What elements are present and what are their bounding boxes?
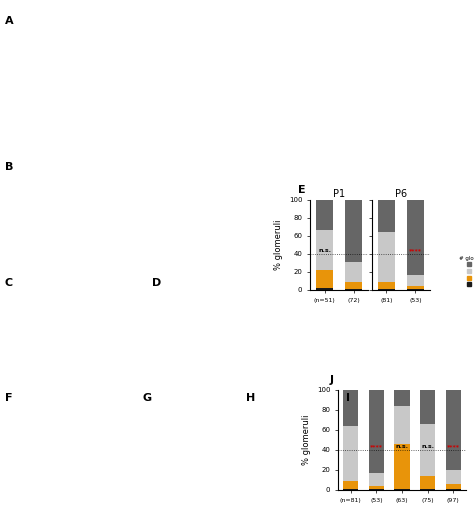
Text: D: D [152, 278, 161, 288]
Bar [316, 270, 333, 288]
Text: F: F [5, 393, 12, 403]
Y-axis label: % glomeruli: % glomeruli [274, 220, 283, 270]
Bar [316, 230, 333, 270]
Bar [369, 390, 384, 473]
Bar [343, 481, 358, 489]
Bar [420, 489, 435, 490]
Bar [420, 476, 435, 489]
Bar [420, 424, 435, 476]
Bar [378, 289, 395, 290]
Bar [446, 390, 461, 470]
Text: H: H [246, 393, 256, 403]
Text: E: E [298, 185, 305, 195]
Text: n.s.: n.s. [395, 444, 409, 449]
Bar [378, 200, 395, 233]
Text: n.s.: n.s. [421, 444, 434, 449]
Bar [345, 282, 362, 289]
Bar [394, 406, 410, 444]
Bar [394, 390, 410, 406]
Bar [343, 489, 358, 490]
Bar [369, 489, 384, 490]
Text: I: I [346, 393, 350, 403]
Bar [407, 275, 424, 287]
Bar [369, 473, 384, 486]
Bar [446, 470, 461, 484]
Bar [343, 426, 358, 481]
Bar [446, 484, 461, 489]
Bar [446, 489, 461, 490]
Title: P1: P1 [333, 189, 345, 199]
Text: n.s.: n.s. [318, 248, 331, 253]
Title: P6: P6 [395, 189, 407, 199]
Bar [316, 200, 333, 230]
Bar [394, 489, 410, 490]
Bar [345, 262, 362, 282]
Bar [345, 200, 362, 262]
Bar [378, 282, 395, 289]
Bar [407, 200, 424, 275]
Bar [316, 288, 333, 290]
Bar [407, 287, 424, 289]
Text: B: B [5, 162, 13, 172]
Bar [343, 390, 358, 426]
Text: A: A [5, 16, 13, 26]
Bar [420, 390, 435, 424]
Bar [407, 289, 424, 290]
Text: ****: **** [447, 444, 460, 449]
Bar [345, 289, 362, 290]
Text: J: J [329, 375, 333, 385]
Text: ****: **** [370, 444, 383, 449]
Text: C: C [5, 278, 13, 288]
Bar [369, 486, 384, 489]
Bar [378, 233, 395, 282]
Legend: ≥3, 2, 1, 0: ≥3, 2, 1, 0 [459, 256, 474, 287]
Text: G: G [142, 393, 151, 403]
Y-axis label: % glomeruli: % glomeruli [302, 415, 311, 465]
Text: ****: **** [409, 248, 422, 253]
Bar [394, 444, 410, 489]
